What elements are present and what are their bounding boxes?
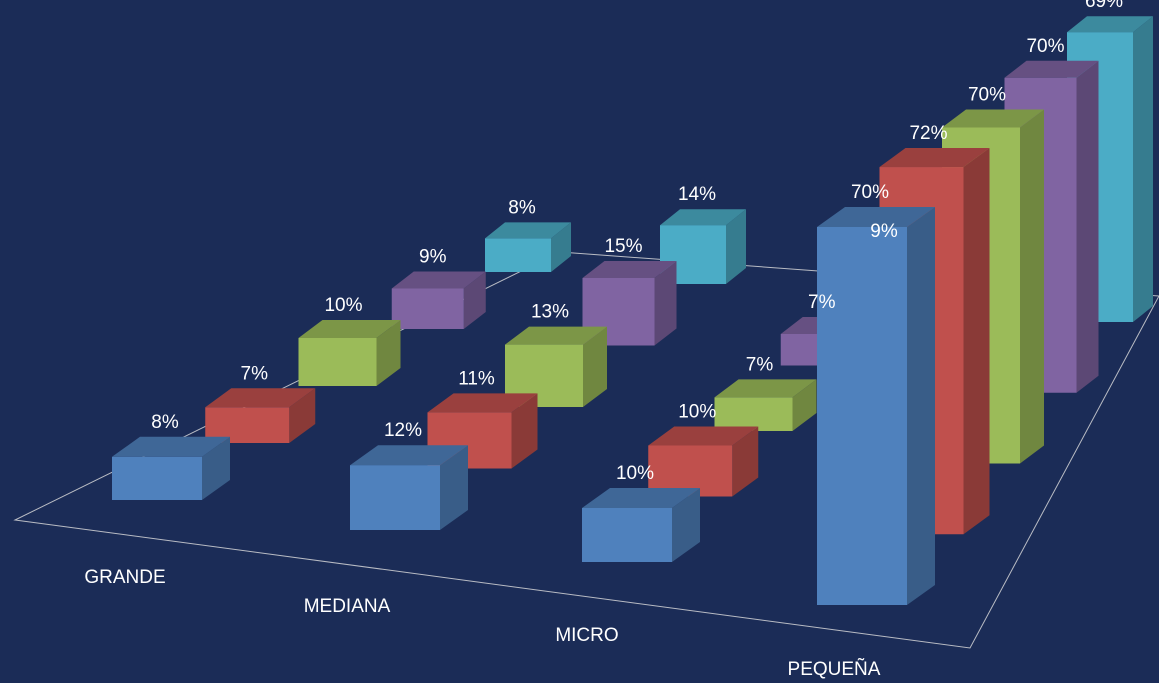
bar-top [942, 109, 1044, 128]
category-label: PEQUEÑA [788, 658, 881, 680]
data-label: 72% [909, 123, 947, 144]
data-label: 14% [678, 184, 716, 205]
category-label: MICRO [555, 625, 618, 646]
bar-top [112, 436, 230, 457]
data-label: 70% [968, 85, 1006, 106]
bar-front [112, 456, 202, 500]
data-label: 10% [324, 295, 362, 316]
bar-top [582, 261, 677, 278]
data-label: 10% [616, 463, 654, 484]
bar-top [660, 209, 746, 226]
bar-top [1004, 60, 1099, 78]
bar [350, 445, 468, 530]
bar-side [551, 222, 571, 272]
data-label: 15% [604, 236, 642, 257]
bar [582, 488, 700, 562]
data-label: 70% [851, 182, 889, 203]
bar-top [505, 326, 607, 345]
bar-front [582, 508, 672, 562]
bar [817, 207, 935, 605]
bar-side [202, 436, 230, 500]
bar-side [654, 261, 677, 346]
bar-side [463, 271, 486, 329]
data-label: 7% [746, 354, 774, 375]
bar [205, 388, 316, 443]
bar-side [672, 488, 700, 562]
bar-front [485, 238, 551, 272]
data-label: 9% [870, 221, 898, 242]
bar [714, 379, 817, 431]
bar-side [583, 326, 607, 407]
category-label: MEDIANA [304, 596, 391, 617]
bar [660, 209, 746, 284]
bar-side [726, 209, 746, 284]
bar-side [907, 207, 935, 605]
bar-side [1020, 109, 1044, 464]
bar-front [714, 397, 793, 431]
bar-front [817, 227, 907, 605]
bar-top [485, 222, 571, 239]
bar-top [205, 388, 316, 408]
data-label: 12% [384, 420, 422, 441]
data-label: 9% [419, 247, 447, 268]
bar-side [792, 379, 817, 431]
data-label: 7% [808, 292, 836, 313]
data-label: 8% [151, 412, 179, 433]
data-label: 7% [241, 363, 269, 384]
bar-top [648, 426, 759, 446]
data-label: 70% [1026, 36, 1064, 57]
bar-front [391, 288, 464, 329]
bar-front [298, 338, 377, 386]
bar-top [1067, 16, 1153, 33]
data-label: 13% [531, 302, 569, 323]
bar [485, 222, 571, 272]
bar-top [817, 207, 935, 227]
bar-front [350, 465, 440, 530]
bar-top [298, 320, 401, 338]
bar-side [376, 320, 401, 386]
data-label: 69% [1085, 0, 1123, 12]
bar [112, 436, 230, 500]
bar [648, 426, 759, 497]
bar [298, 320, 401, 386]
bar-top [714, 379, 817, 398]
bar-side [1076, 60, 1099, 393]
category-label: GRANDE [84, 567, 165, 588]
bar-side [289, 388, 316, 443]
bar-top [391, 271, 486, 289]
bar-side [1133, 16, 1153, 322]
bar-top [427, 393, 538, 413]
data-label: 10% [678, 402, 716, 423]
bar-side [963, 148, 990, 535]
bar [391, 271, 486, 329]
bar-top [350, 445, 468, 466]
bar-side [440, 445, 468, 530]
bar-top [879, 148, 990, 168]
bar-side [732, 426, 759, 497]
bar-top [582, 488, 700, 508]
data-label: 11% [458, 368, 495, 389]
data-label: 8% [508, 197, 536, 218]
bar-side [511, 393, 538, 469]
